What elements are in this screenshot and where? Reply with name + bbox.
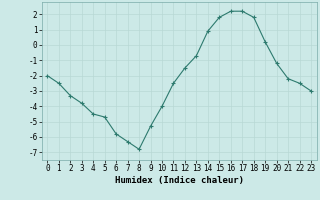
X-axis label: Humidex (Indice chaleur): Humidex (Indice chaleur) [115,176,244,185]
